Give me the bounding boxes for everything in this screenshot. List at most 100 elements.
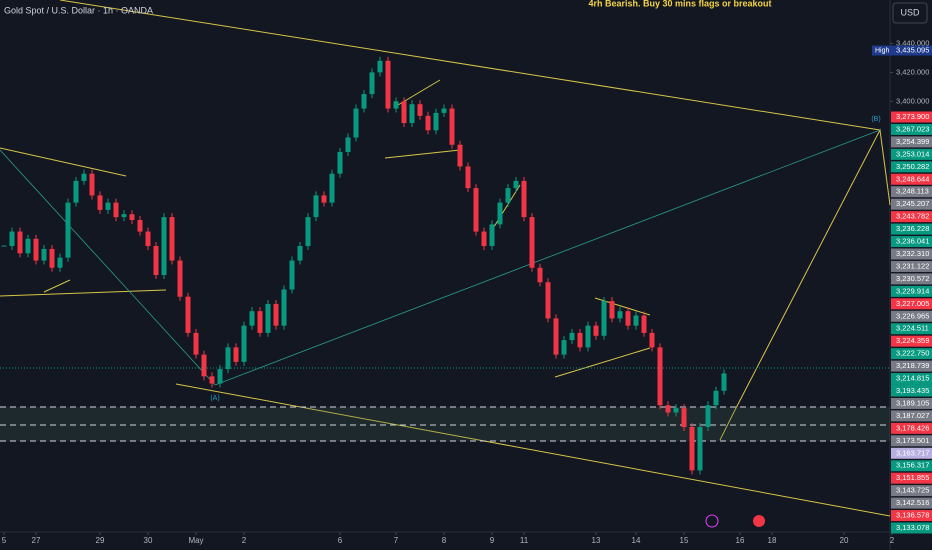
price-label-bg [891,485,932,497]
x-tick-label: May [188,536,203,545]
event-icon[interactable] [753,515,765,527]
price-label-bg [891,385,932,397]
candle [49,248,55,268]
candle [361,94,367,109]
x-tick-label: 2 [890,536,895,545]
candle [585,325,591,348]
price-label-bg [891,472,932,484]
price-label-bg [891,460,932,472]
candle [713,390,719,406]
candle [601,301,607,336]
candle [641,315,647,333]
candle [41,248,47,261]
candle [225,347,231,370]
price-label-bg [891,435,932,447]
price-label: 3,253.014 [896,149,929,158]
x-tick-label: 8 [442,536,447,545]
candle [529,217,535,268]
high-badge [872,45,892,56]
candle [201,354,207,377]
candle [113,202,119,218]
price-label: 3,156.317 [896,461,929,470]
candle [385,60,391,109]
candle [81,173,87,181]
price-label-bg [891,198,932,210]
candle [633,315,639,326]
x-tick-label: 16 [736,536,745,545]
price-label: 3,243.782 [896,212,929,221]
candle [329,173,335,203]
candle [497,202,503,225]
x-tick-label: 20 [840,536,849,545]
candle [449,108,455,145]
y-tick-label: 3,440.000 [896,38,929,47]
candle [1,245,7,247]
price-label: 3,224.359 [896,336,929,345]
candle [409,104,415,124]
price-label-bg [891,123,932,135]
candle [369,72,375,95]
candle [153,246,159,275]
currency-button[interactable] [892,2,928,24]
candle [433,112,439,131]
point-label: (A) [210,395,219,402]
price-label: 3,267.023 [896,124,929,133]
candle [57,257,63,268]
candle [505,188,511,203]
price-label: 3,227.005 [896,299,929,308]
candle [673,408,679,413]
event-icon[interactable] [705,514,719,528]
price-label-bg [891,273,932,285]
candle [553,318,559,355]
candle [393,101,399,109]
candle [481,231,487,247]
x-tick-label: 13 [592,536,601,545]
candle [193,332,199,355]
candle [257,311,263,333]
candle [417,104,423,116]
currency[interactable]: USD [900,7,920,17]
price-label: 3,273.900 [896,112,929,121]
candle [161,217,167,275]
price-label: 3,178.426 [896,423,929,432]
price-label-bg [891,173,932,185]
candle [121,214,127,218]
x-tick-label: 5 [2,536,7,545]
x-tick-label: 2 [242,536,247,545]
price-label-bg [891,335,932,347]
candle [281,289,287,326]
price-label: 3,133.078 [896,523,929,532]
price-label-bg [891,447,932,459]
price-label: 3,187.027 [896,411,929,420]
candle [377,60,383,73]
price-label: 3,230.572 [896,274,929,283]
candle [241,325,247,362]
price-label-bg [891,111,932,123]
price-label: 3,231.122 [896,261,929,270]
price-label-bg [891,373,932,385]
candle [537,267,543,283]
candle [441,108,447,113]
candle [89,173,95,196]
candle [665,405,671,413]
x-tick-label: 7 [394,536,399,545]
price-label-bg [891,136,932,148]
x-tick-label: 6 [338,536,343,545]
price-label-bg [891,223,932,235]
price-label-bg [891,510,932,522]
candle [425,115,431,131]
price-label: 3,214.815 [896,374,929,383]
price-label-bg [891,236,932,248]
x-tick-label: 30 [144,536,153,545]
price-label: 3,173.501 [896,436,929,445]
candle [593,325,599,336]
price-label-bg [891,186,932,198]
candle [137,220,143,232]
y-tick-label: 3,420.000 [896,67,929,76]
candle [73,180,79,203]
price-label-bg [891,148,932,160]
candle [25,238,31,254]
candle [129,214,135,220]
price-label: 3,224.511 [896,324,929,333]
candle [489,224,495,247]
